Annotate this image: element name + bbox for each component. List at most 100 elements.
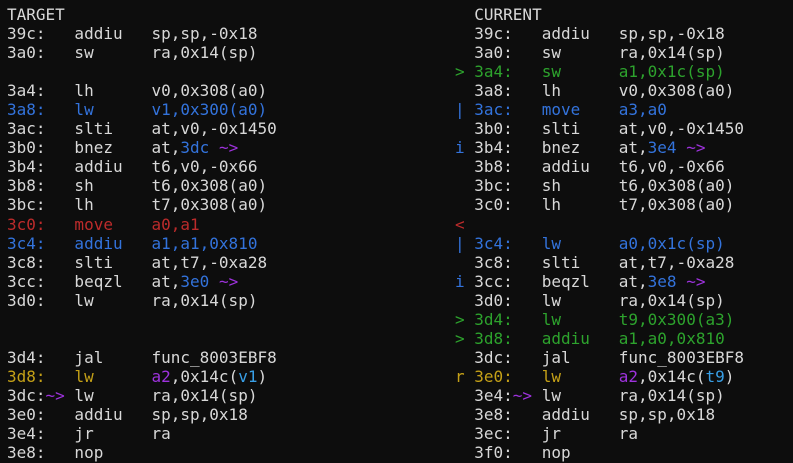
asm-text: 3d0: lw ra,0x14(sp) [455,290,725,310]
asm-line: 3b0: bnez at,3dc ~> [7,138,277,157]
asm-line: 3bc: lh t7,0x308(a0) [7,195,277,214]
asm-text: 3e4 [647,138,677,158]
asm-line: 3cc: beqzl at,3e0 ~> [7,272,277,291]
asm-text: ,0x14c( [170,366,239,386]
asm-text: 3c8: slti at,t7,-0xa28 [7,252,268,272]
pane-title: CURRENT [455,5,744,24]
asm-text: 3c8: slti at,t7,-0xa28 [455,252,735,272]
asm-text: 3d8: [7,366,46,386]
asm-text: v1 [238,366,258,386]
asm-text: 3e0: [474,366,513,386]
asm-line: > 3d4: lw t9,0x300(a3) [455,310,744,329]
asm-text: 3e0: addiu sp,sp,0x18 [7,404,248,424]
asm-line: 39c: addiu sp,sp,-0x18 [455,24,744,43]
asm-text: lw [74,366,94,386]
asm-text: a2 [618,366,639,386]
asm-line: 3c8: slti at,t7,-0xa28 [7,253,277,272]
asm-line: 3e8: addiu sp,sp,0x18 [455,405,744,424]
asm-text [209,272,219,291]
asm-text: 3e0 [180,271,210,291]
asm-line: 3b0: slti at,v0,-0x1450 [455,119,744,138]
asm-text: 3a8: lw v1,0x300(a0) [7,100,268,120]
asm-text: > 3d4: lw t9,0x300(a3) [455,309,735,329]
asm-line: > 3d8: addiu a1,a0,0x810 [455,329,744,348]
asm-line: 3dc:~> lw ra,0x14(sp) [7,386,277,405]
asm-line: 3f0: nop [455,443,744,462]
asm-line: 3c0: move a0,a1 [7,215,277,234]
asm-text: 3b4: bnez at, [474,138,648,158]
asm-text: CURRENT [455,5,542,24]
asm-line: 3c4: addiu a1,a1,0x810 [7,234,277,253]
asm-line: | 3ac: move a3,a0 [455,100,744,119]
asm-line [7,310,277,329]
asm-text: 3cc: beqzl at, [474,271,648,291]
asm-line: 3a0: sw ra,0x14(sp) [7,43,277,62]
asm-text [209,138,219,157]
asm-text: ~> [45,385,65,405]
asm-line: 3e0: addiu sp,sp,0x18 [7,405,277,424]
asm-text [561,367,619,386]
asm-text: 3dc: [7,385,46,405]
asm-text: ~> [218,271,239,291]
asm-text: a2 [151,366,171,386]
pane-title: TARGET [7,5,277,24]
asm-text: ~> [686,138,706,158]
asm-line: 3e4: jr ra [7,424,277,443]
current-pane: CURRENT 39c: addiu sp,sp,-0x18 3a0: sw r… [455,5,744,462]
asm-text: 3d4: jal func_8003EBF8 [7,347,277,367]
asm-text: 39c: addiu sp,sp,-0x18 [455,24,725,44]
asm-line: r 3e0: lw a2,0x14c(t9) [455,367,744,386]
asm-text: 3b4: addiu t6,v0,-0x66 [7,157,258,177]
asm-line: 3d8: lw a2,0x14c(v1) [7,367,277,386]
asm-text: 3bc: sh t6,0x308(a0) [455,176,735,196]
asm-line: 3e8: nop [7,443,277,462]
asm-text: > 3a4: sw a1,0x1c(sp) [455,62,725,82]
asm-text: ) [257,366,268,386]
asm-line: < [455,215,744,234]
asm-text: 3e4: [455,385,513,405]
asm-text: ) [724,366,735,386]
asm-text: ~> [218,138,239,158]
asm-text: 3c0: lh t7,0x308(a0) [455,195,735,215]
asm-line: > 3a4: sw a1,0x1c(sp) [455,62,744,81]
asm-text: TARGET [7,5,65,24]
asm-text: 3b0: bnez at, [7,138,181,158]
asm-line: 3d4: jal func_8003EBF8 [7,348,277,367]
asm-text: i [455,138,475,158]
asm-text: 3dc: jal func_8003EBF8 [455,347,744,367]
asm-line: 3b8: addiu t6,v0,-0x66 [455,157,744,176]
asm-text: 3d0: lw ra,0x14(sp) [7,290,258,310]
asm-text: 3c4: addiu a1,a1,0x810 [7,233,258,253]
asm-line: 3c0: lh t7,0x308(a0) [455,195,744,214]
asm-text: t9 [705,366,725,386]
asm-text [677,138,687,157]
asm-text: 3b0: slti at,v0,-0x1450 [455,119,744,139]
asm-line: 3d0: lw ra,0x14(sp) [455,291,744,310]
asm-line: i 3cc: beqzl at,3e8 ~> [455,272,744,291]
asm-text: ~> [686,271,706,291]
asm-text: ,0x14c( [638,366,706,386]
asm-line: 3c8: slti at,t7,-0xa28 [455,253,744,272]
asm-text: 3e8: nop [7,443,104,463]
asm-text: < [455,214,465,234]
asm-text: 3dc [180,138,210,158]
asm-text: 3ac: slti at,v0,-0x1450 [7,119,277,139]
asm-line: i 3b4: bnez at,3e4 ~> [455,138,744,157]
asm-text: > 3d8: addiu a1,a0,0x810 [455,328,725,348]
asm-text: 3ec: jr ra [455,424,639,444]
asm-line: 3dc: jal func_8003EBF8 [455,348,744,367]
asm-line: 3a0: sw ra,0x14(sp) [455,43,744,62]
asm-line: 3ec: jr ra [455,424,744,443]
target-pane: TARGET 39c: addiu sp,sp,-0x18 3a0: sw ra,0… [7,5,277,462]
asm-line: 3a8: lw v1,0x300(a0) [7,100,277,119]
asm-line: 3a8: lh v0,0x308(a0) [455,81,744,100]
asm-text: 39c: addiu sp,sp,-0x18 [7,24,258,44]
asm-text [513,367,542,386]
asm-text: 3a0: sw ra,0x14(sp) [7,43,258,63]
asm-text: 3bc: lh t7,0x308(a0) [7,195,268,215]
asm-text: 3e4: jr ra [7,424,171,444]
asm-text: 3e8: addiu sp,sp,0x18 [455,404,716,424]
asm-text: 3b8: sh t6,0x308(a0) [7,176,268,196]
asm-line: 3b8: sh t6,0x308(a0) [7,176,277,195]
